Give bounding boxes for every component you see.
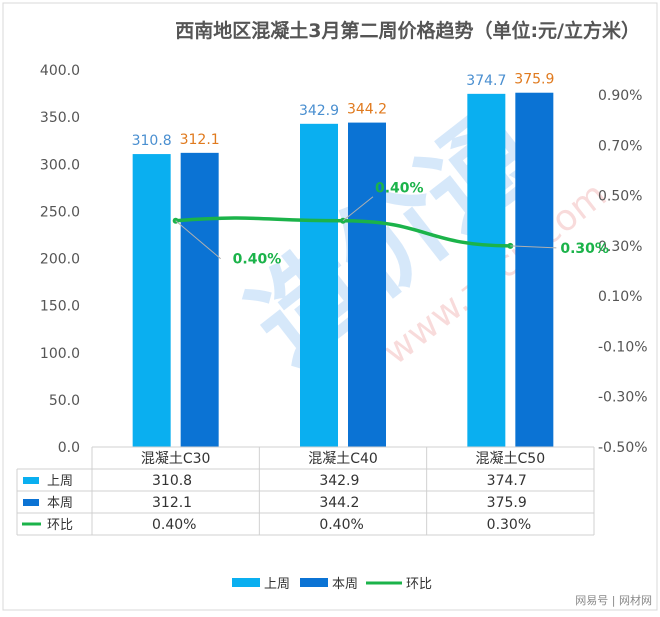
bar-this-week xyxy=(348,122,386,448)
table-cell: 0.40% xyxy=(319,517,363,533)
table-row-label: 上周 xyxy=(47,474,73,489)
y-right-tick-label: 0.50% xyxy=(598,189,642,205)
footer-source: 网易号 | 网材网 xyxy=(575,593,652,607)
y-right-tick-label: 0.90% xyxy=(598,88,642,104)
y-left-tick-label: 350.0 xyxy=(40,110,80,126)
bar-last-week xyxy=(300,123,338,448)
leader-line xyxy=(175,220,221,260)
y-right-tick-label: -0.10% xyxy=(598,339,648,355)
table-row-label: 本周 xyxy=(47,496,73,511)
table-cell: 310.8 xyxy=(152,473,192,489)
chart-title: 西南地区混凝土3月第二周价格趋势（单位:元/立方米） xyxy=(175,19,640,42)
table-cell: 0.30% xyxy=(487,517,531,533)
legend-label: 本周 xyxy=(332,577,358,592)
bar-value-label: 342.9 xyxy=(299,103,339,119)
table-cell: 344.2 xyxy=(319,495,359,511)
table-cell: 374.7 xyxy=(487,473,527,489)
y-left-tick-label: 100.0 xyxy=(40,346,80,362)
y-right-tick-label: -0.30% xyxy=(598,390,648,406)
y-left-tick-label: 400.0 xyxy=(40,63,80,79)
bar-value-label: 310.8 xyxy=(132,133,172,149)
leader-line xyxy=(342,196,374,222)
y-left-tick-label: 200.0 xyxy=(40,252,80,268)
bar-this-week xyxy=(180,152,219,447)
line-value-label: 0.40% xyxy=(375,181,424,197)
y-left-tick-label: 0.0 xyxy=(58,440,80,456)
bar-value-label: 312.1 xyxy=(180,132,220,148)
table-cell: 375.9 xyxy=(487,495,527,511)
bar-last-week xyxy=(467,93,506,448)
y-left-tick-label: 250.0 xyxy=(40,204,80,220)
legend-key xyxy=(300,578,328,587)
y-left-tick-label: 300.0 xyxy=(40,157,80,173)
x-category-label: 混凝土C30 xyxy=(141,451,211,467)
leader-line xyxy=(510,245,557,249)
bar-value-label: 374.7 xyxy=(466,73,506,89)
x-category-label: 混凝土C50 xyxy=(476,451,546,467)
line-value-label: 0.40% xyxy=(233,252,282,268)
x-category-label: 混凝土C40 xyxy=(308,451,378,467)
legend-label: 环比 xyxy=(406,577,432,592)
bar-last-week xyxy=(132,154,171,448)
bar-value-label: 375.9 xyxy=(514,72,554,88)
legend-key xyxy=(232,578,260,587)
y-right-tick-label: 0.30% xyxy=(598,239,642,255)
y-right-tick-label: 0.10% xyxy=(598,289,642,305)
y-right-tick-label: -0.50% xyxy=(598,440,648,456)
bar-value-label: 344.2 xyxy=(347,102,387,118)
y-left-tick-label: 50.0 xyxy=(49,393,80,409)
legend-label: 上周 xyxy=(264,577,290,592)
table-legend-key xyxy=(23,477,39,484)
table-legend-key xyxy=(23,499,39,506)
table-cell: 312.1 xyxy=(152,495,192,511)
bar-this-week xyxy=(515,92,554,448)
table-cell: 0.40% xyxy=(152,517,196,533)
line-value-label: 0.30% xyxy=(560,241,609,257)
table-cell: 342.9 xyxy=(319,473,359,489)
table-row-label: 环比 xyxy=(47,518,73,533)
y-left-tick-label: 150.0 xyxy=(40,299,80,315)
y-right-tick-label: 0.70% xyxy=(598,138,642,154)
